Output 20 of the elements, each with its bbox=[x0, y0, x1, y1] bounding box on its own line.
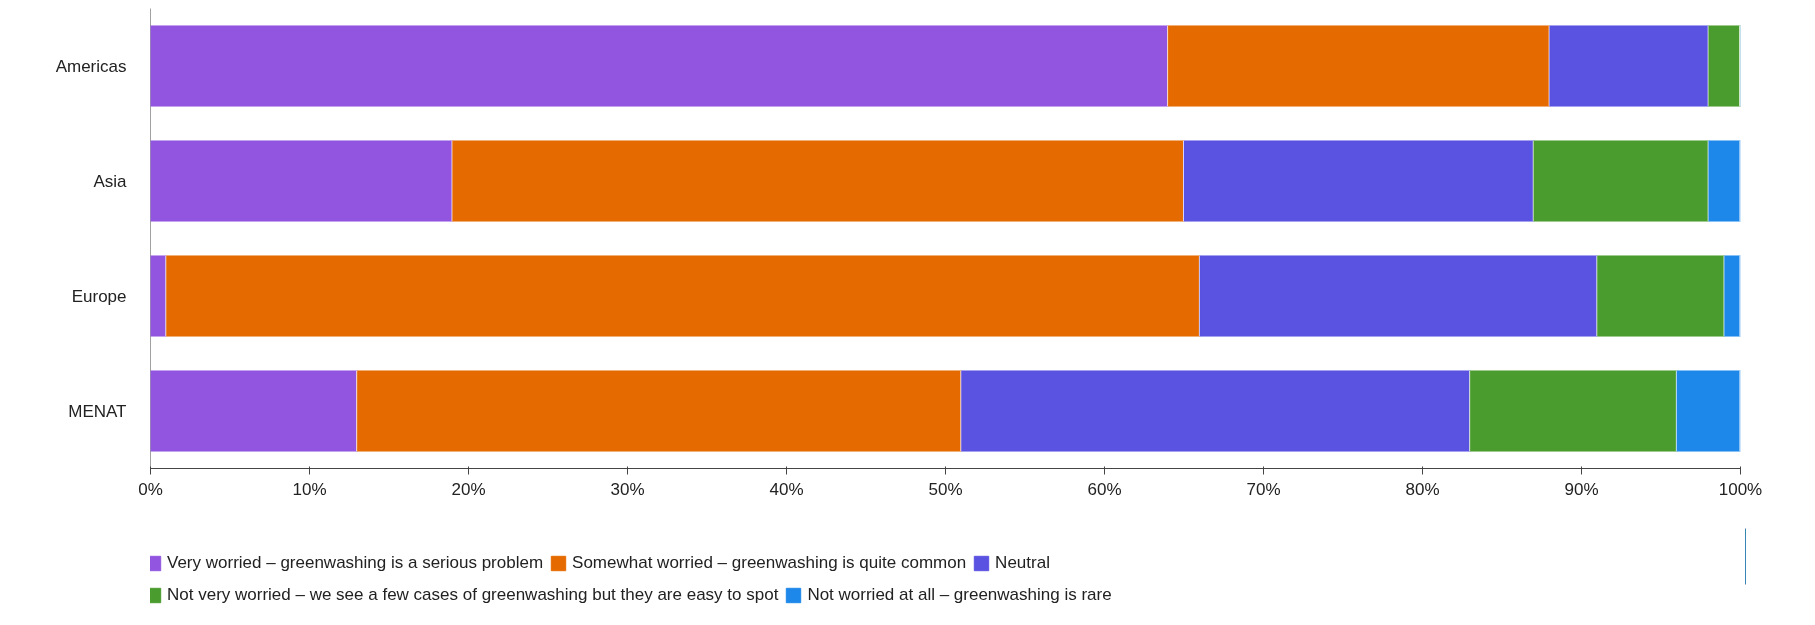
x-tick-label: 90% bbox=[1564, 479, 1599, 499]
x-tick-label: 100% bbox=[1718, 479, 1763, 499]
legend-label: Not worried at all – greenwashing is rare bbox=[807, 585, 1112, 605]
y-tick-label: Europe bbox=[71, 286, 127, 306]
legend-label: Neutral bbox=[995, 553, 1050, 573]
x-tick-label: 70% bbox=[1246, 479, 1281, 499]
legend-label: Not very worried – we see a few cases of greenwashing but they are easy to spot bbox=[167, 585, 779, 605]
x-tick-label: 0% bbox=[138, 479, 163, 499]
legend-label: Somewhat worried – greenwashing is quite common bbox=[572, 553, 967, 573]
x-tick-label: 20% bbox=[451, 479, 486, 499]
x-tick-label: 40% bbox=[769, 479, 804, 499]
x-tick-label: 50% bbox=[928, 479, 963, 499]
y-tick-label: MENAT bbox=[68, 401, 127, 421]
x-tick-label: 60% bbox=[1087, 479, 1122, 499]
x-tick-label: 80% bbox=[1405, 479, 1440, 499]
x-tick-label: 30% bbox=[610, 479, 645, 499]
legend-label: Very worried – greenwashing is a serious problem bbox=[167, 553, 544, 573]
y-tick-label: Americas bbox=[55, 56, 127, 76]
x-tick-label: 10% bbox=[292, 479, 327, 499]
y-tick-label: Asia bbox=[93, 171, 128, 191]
